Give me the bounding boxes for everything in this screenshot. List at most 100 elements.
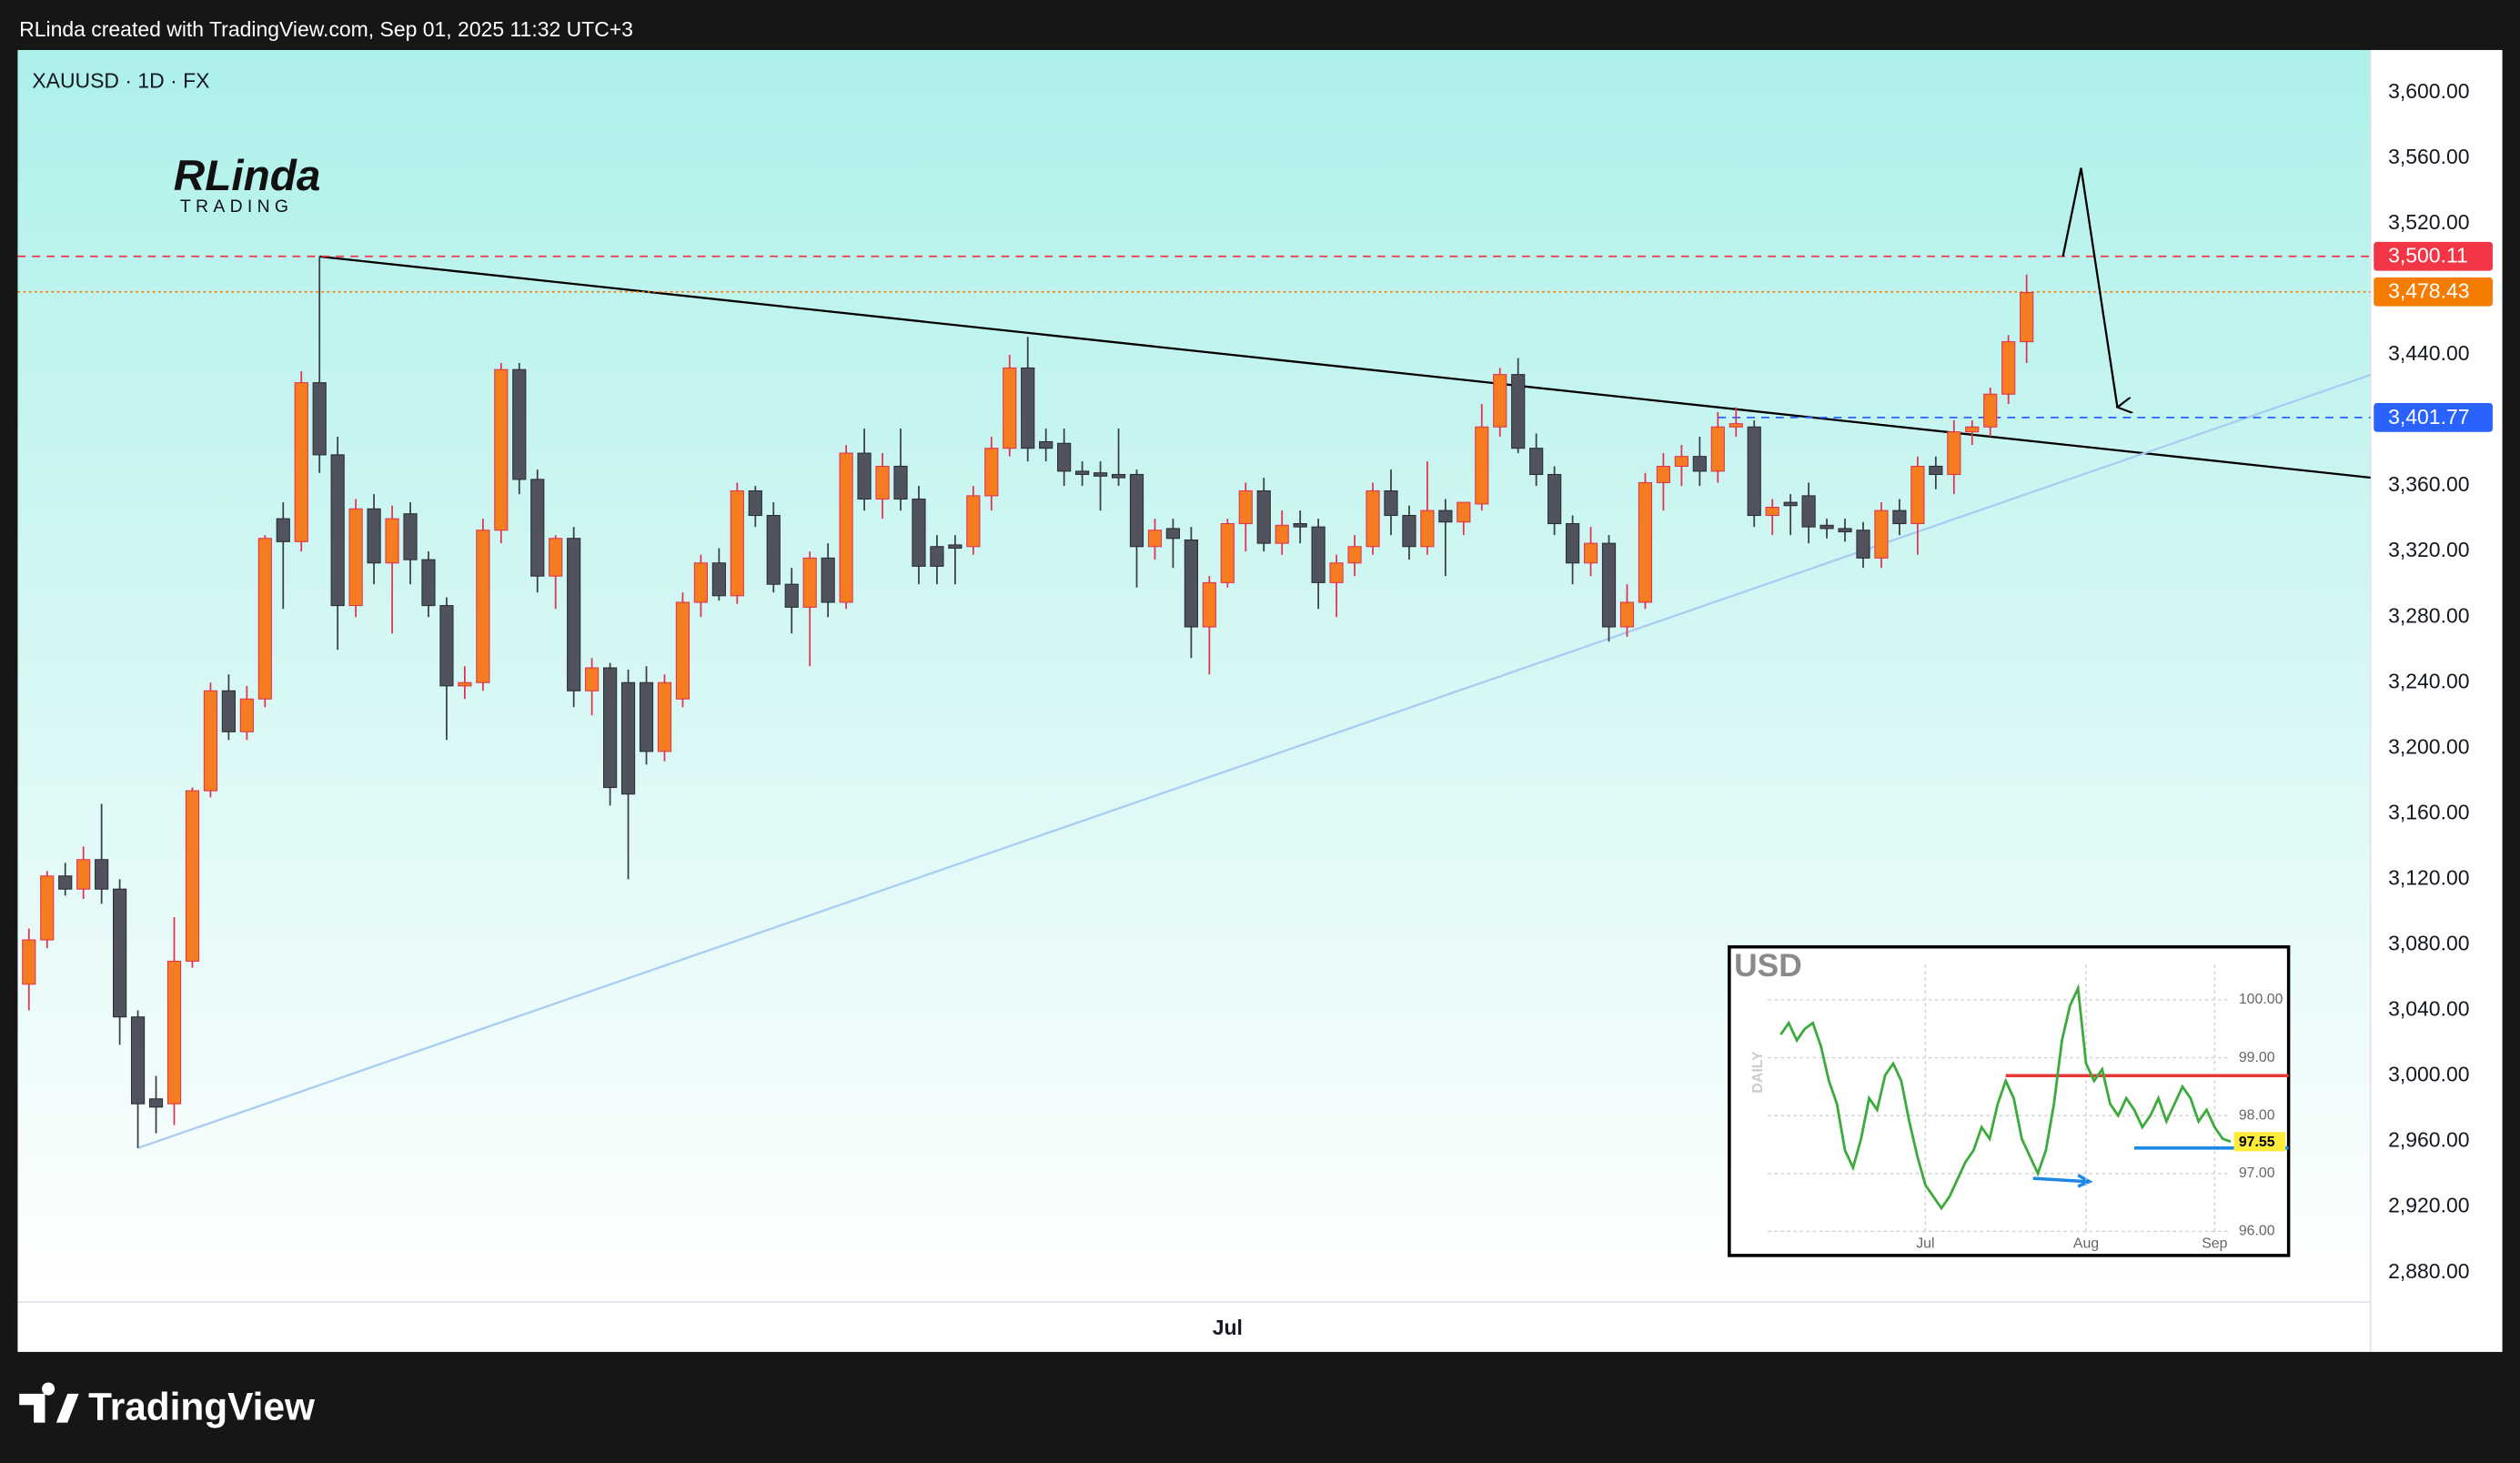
candle-body [1420, 510, 1435, 548]
candle-body [1039, 440, 1053, 449]
candle-body [784, 583, 799, 608]
price-label: 3,401.77 [2388, 405, 2469, 429]
candle-body [1275, 524, 1289, 544]
inset-chart: USD DAILY 100.00 99.00 98.00 97.00 96.00 Jul A… [1728, 944, 2291, 1257]
inset-frame [1728, 944, 2291, 1257]
candle-body [1438, 510, 1453, 523]
candle-body [257, 538, 272, 700]
candle-body [2020, 292, 2034, 343]
candle-body [930, 546, 944, 567]
candle-body [1238, 489, 1253, 525]
candle-body [748, 489, 762, 517]
candle-body [1493, 374, 1507, 428]
candle-body [693, 562, 709, 603]
candle-body [239, 698, 254, 732]
price-label-bg [2374, 402, 2493, 432]
candle-body [1165, 528, 1181, 540]
candle-body [95, 859, 109, 890]
candle-body [1256, 489, 1271, 544]
y-tick-label: 2,960.00 [2388, 1128, 2469, 1152]
inset-x-tick-label: Jul [1916, 1236, 1934, 1252]
candle-body [1892, 510, 1907, 525]
candle-body [839, 452, 853, 603]
inset-x-tick-label: Sep [2202, 1236, 2227, 1252]
candle-body [1311, 526, 1326, 583]
candle-body [58, 875, 73, 890]
candle-body [1638, 481, 1653, 603]
candle-body [512, 368, 527, 480]
y-tick-label: 3,440.00 [2388, 341, 2469, 365]
candle-body [494, 368, 509, 531]
candle-body [585, 667, 600, 691]
footer-brand: TradingView [88, 1386, 316, 1428]
candle-body [421, 559, 436, 607]
candle-body [1475, 426, 1489, 505]
candle-body [1729, 423, 1743, 428]
y-tick-label: 2,920.00 [2388, 1194, 2469, 1217]
x-tick-label: Jul [1213, 1316, 1243, 1339]
candle-body [2001, 341, 2016, 395]
candle-body [439, 605, 454, 687]
candle-body [1983, 393, 1998, 428]
candle-body [294, 382, 308, 542]
inset-y-tick-label: 99.00 [2239, 1050, 2275, 1065]
inset-line [1779, 984, 2232, 1211]
inset-y-tick-label: 98.00 [2239, 1107, 2275, 1123]
candle-body [1093, 472, 1108, 477]
candle-body [1347, 546, 1362, 564]
trendline [137, 373, 2371, 1149]
candle-body [1783, 501, 1798, 507]
candle-body [1674, 456, 1688, 468]
y-tick-label: 3,360.00 [2388, 472, 2469, 496]
candle-body [203, 690, 218, 792]
candle-body [1874, 510, 1889, 559]
inset-arrow [2032, 1176, 2087, 1184]
candle-body [1075, 470, 1090, 476]
footer-icon [19, 1382, 79, 1423]
candle-body [1547, 473, 1562, 525]
candle-body [1838, 528, 1852, 533]
footer-logo: TradingView [19, 1382, 316, 1428]
candle-body [948, 544, 963, 550]
candle-body [166, 960, 182, 1105]
inset-current-bg [2233, 1132, 2286, 1152]
candle-body [476, 530, 490, 683]
header-text: RLinda created with TradingView.com, Sep… [19, 17, 633, 41]
candle-body [1747, 426, 1761, 517]
candle-body [549, 538, 563, 577]
candle-body [530, 479, 545, 577]
candle-body [875, 465, 890, 500]
candle-body [312, 382, 327, 456]
candle-body [1910, 465, 1925, 525]
y-tick-label: 3,200.00 [2388, 734, 2469, 758]
inset-current-label: 97.55 [2239, 1135, 2275, 1150]
y-tick-label: 3,600.00 [2388, 79, 2469, 103]
y-tick-label: 3,280.00 [2388, 603, 2469, 627]
candle-body [348, 508, 363, 607]
inset-y-tick-label: 100.00 [2239, 992, 2283, 1007]
candle-body [657, 681, 672, 752]
candle-body [893, 465, 908, 500]
candle-body [639, 681, 654, 752]
candle-body [1765, 506, 1779, 517]
candle-body [276, 518, 290, 542]
candle-body [1402, 514, 1416, 548]
forecast-arrow [2061, 167, 2118, 408]
price-label-bg [2374, 241, 2493, 271]
time-axis [17, 1302, 2371, 1352]
candle-body [1583, 542, 1598, 564]
inset-side-label: DAILY [1750, 1051, 1766, 1094]
inset-x-tick-label: Aug [2073, 1236, 2099, 1252]
candle-body [1529, 448, 1544, 476]
y-tick-label: 3,000.00 [2388, 1063, 2469, 1086]
candle-body [148, 1098, 164, 1108]
candle-body [620, 681, 636, 795]
candle-body [1947, 431, 1961, 476]
candle-body [130, 1016, 146, 1105]
candle-body [912, 498, 926, 567]
candle-body [1511, 374, 1526, 449]
candle-body [711, 562, 726, 597]
y-tick-label: 3,320.00 [2388, 538, 2469, 561]
candle-body [966, 495, 981, 548]
